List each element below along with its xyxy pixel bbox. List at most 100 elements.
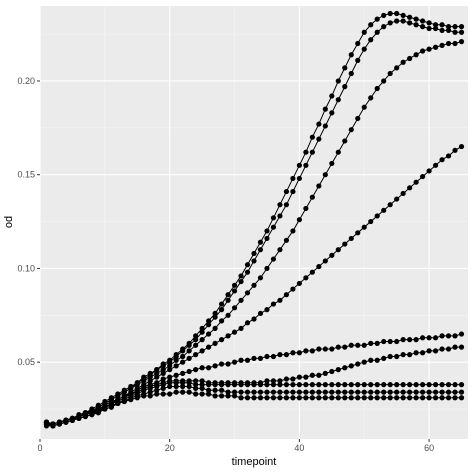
data-point — [458, 382, 465, 388]
data-point — [218, 318, 225, 324]
data-point — [76, 412, 82, 418]
data-point — [225, 312, 231, 318]
data-point — [251, 282, 257, 288]
data-point — [361, 359, 367, 365]
data-point — [439, 42, 445, 48]
data-point — [283, 188, 290, 195]
data-point — [381, 382, 387, 388]
data-point — [329, 368, 335, 375]
data-point — [264, 235, 270, 242]
data-point — [244, 269, 251, 275]
data-point — [173, 357, 179, 363]
data-point — [147, 393, 153, 399]
data-point — [368, 340, 374, 346]
data-point — [420, 395, 426, 401]
data-point — [147, 370, 153, 376]
data-point — [348, 382, 354, 388]
data-point — [413, 350, 419, 356]
data-point — [238, 395, 244, 401]
data-point — [432, 348, 439, 354]
data-point — [355, 389, 361, 395]
data-point — [218, 380, 225, 386]
data-point — [407, 395, 413, 401]
data-point — [439, 333, 445, 339]
data-point — [381, 24, 387, 30]
data-point — [355, 57, 361, 63]
data-point — [199, 385, 205, 391]
data-point — [458, 331, 465, 337]
data-point — [387, 70, 393, 77]
data-point — [426, 348, 432, 354]
data-point — [231, 393, 238, 399]
x-tick-label: 20 — [165, 443, 175, 453]
data-point — [322, 346, 328, 352]
data-point — [173, 363, 179, 369]
data-point — [225, 380, 231, 386]
data-point — [108, 404, 114, 410]
data-point — [212, 325, 218, 332]
data-point — [368, 382, 374, 388]
y-tick-label: 0.05 — [17, 357, 35, 367]
data-point — [394, 18, 400, 24]
data-point — [420, 382, 426, 388]
data-point — [244, 380, 251, 386]
y-axis-ticks: 0.05 0.10 0.15 0.20 — [17, 76, 40, 367]
data-point — [361, 224, 367, 230]
data-point — [387, 395, 393, 401]
data-point — [257, 380, 264, 386]
data-point — [154, 391, 160, 397]
data-point — [212, 310, 218, 317]
data-point — [374, 29, 380, 35]
data-point — [458, 395, 465, 401]
data-point — [206, 318, 212, 324]
data-point — [445, 382, 452, 388]
data-point — [335, 78, 341, 84]
data-point — [413, 22, 419, 28]
data-point — [225, 393, 231, 399]
data-point — [329, 382, 335, 388]
data-point — [264, 395, 270, 401]
data-point — [270, 256, 277, 262]
x-axis-title: timepoint — [232, 456, 277, 468]
data-point — [296, 217, 302, 223]
data-point — [374, 213, 380, 219]
data-point — [160, 370, 166, 376]
data-point — [264, 389, 270, 395]
data-point — [361, 29, 367, 35]
data-point — [432, 25, 439, 32]
data-point — [160, 367, 166, 373]
data-point — [270, 378, 277, 384]
data-point — [413, 52, 419, 58]
data-point — [400, 18, 406, 24]
data-point — [277, 389, 283, 395]
data-point — [303, 374, 309, 380]
data-point — [432, 44, 439, 50]
data-point — [147, 378, 153, 384]
data-point — [121, 387, 127, 393]
data-point — [374, 389, 380, 395]
data-point — [407, 382, 413, 388]
data-point — [348, 342, 354, 348]
data-point — [238, 389, 244, 395]
data-point — [400, 395, 406, 401]
data-point — [154, 374, 160, 380]
data-point — [432, 389, 439, 395]
data-point — [173, 352, 179, 358]
data-point — [303, 395, 309, 401]
data-point — [394, 389, 400, 395]
data-point — [180, 370, 186, 376]
data-point — [270, 395, 277, 401]
data-point — [316, 346, 322, 352]
data-point — [206, 322, 212, 328]
data-point — [368, 37, 374, 43]
data-point — [290, 382, 296, 388]
data-point — [355, 230, 361, 236]
data-point — [199, 348, 205, 354]
data-point — [206, 331, 212, 337]
data-point — [361, 395, 367, 401]
data-point — [82, 410, 88, 416]
data-point — [439, 157, 445, 163]
data-point — [368, 95, 374, 101]
data-point — [277, 378, 283, 384]
data-point — [173, 383, 179, 390]
